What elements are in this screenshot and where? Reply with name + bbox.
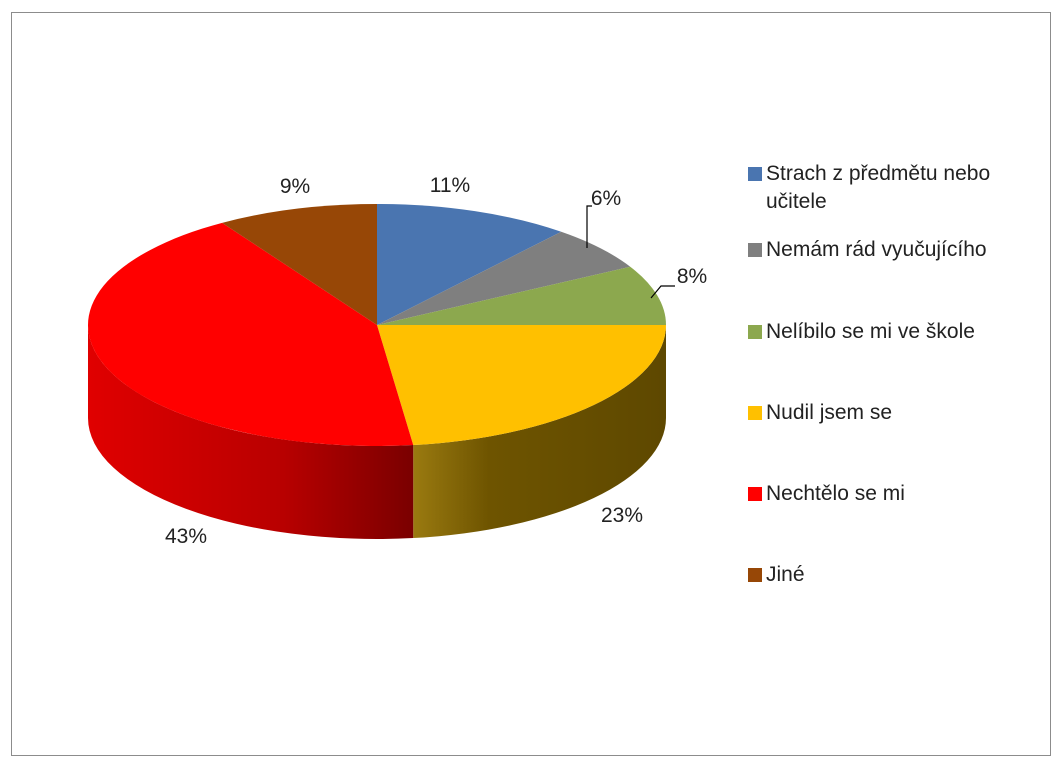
legend-swatch [748,568,762,582]
data-label-nemam-rad: 6% [591,187,621,210]
pie-slice-strach [377,204,562,325]
legend-item-nudil: Nudil jsem se [748,399,1036,427]
data-label-nudil: 23% [601,504,643,527]
legend-swatch [748,487,762,501]
legend-item-nechtelo: Nechtělo se mi [748,480,1036,508]
data-label-jine: 9% [280,175,310,198]
data-label-strach: 11% [430,174,470,197]
legend-label: Nelíbilo se mi ve škole [766,320,975,343]
pie-side-nudil [413,325,666,539]
pie-slice-nemam-rad [377,231,631,325]
legend-label: Nudil jsem se [766,401,893,424]
pie-slice-nudil [377,325,666,446]
legend-swatch [748,325,762,339]
pie-side-nechtelo [88,325,414,539]
legend-item-jine: Jiné [748,561,1036,589]
leader-line-nelibilo [650,285,675,299]
legend-swatch [748,406,762,420]
pie-slice-nelibilo [377,266,666,325]
legend-label: Jiné [766,563,805,586]
legend-label: Nemám rád vyučujícího [766,238,987,261]
legend-item-nemam-rad: Nemám rád vyučujícího [748,236,1036,264]
leader-line-nemam-rad [586,205,592,248]
legend-label: Nechtělo se mi [766,482,905,505]
legend-label: Strach z předmětu nebo učitele [766,162,991,213]
pie-slice-nechtelo [88,222,414,446]
legend-swatch [748,243,762,257]
legend-swatch [748,167,762,181]
legend-item-nelibilo: Nelíbilo se mi ve škole [748,318,1036,346]
data-label-nelibilo: 8% [677,265,707,288]
data-label-nechtelo: 43% [165,525,207,548]
pie-slice-jine [222,204,377,325]
legend-item-strach: Strach z předmětu nebo učitele [748,160,1036,216]
